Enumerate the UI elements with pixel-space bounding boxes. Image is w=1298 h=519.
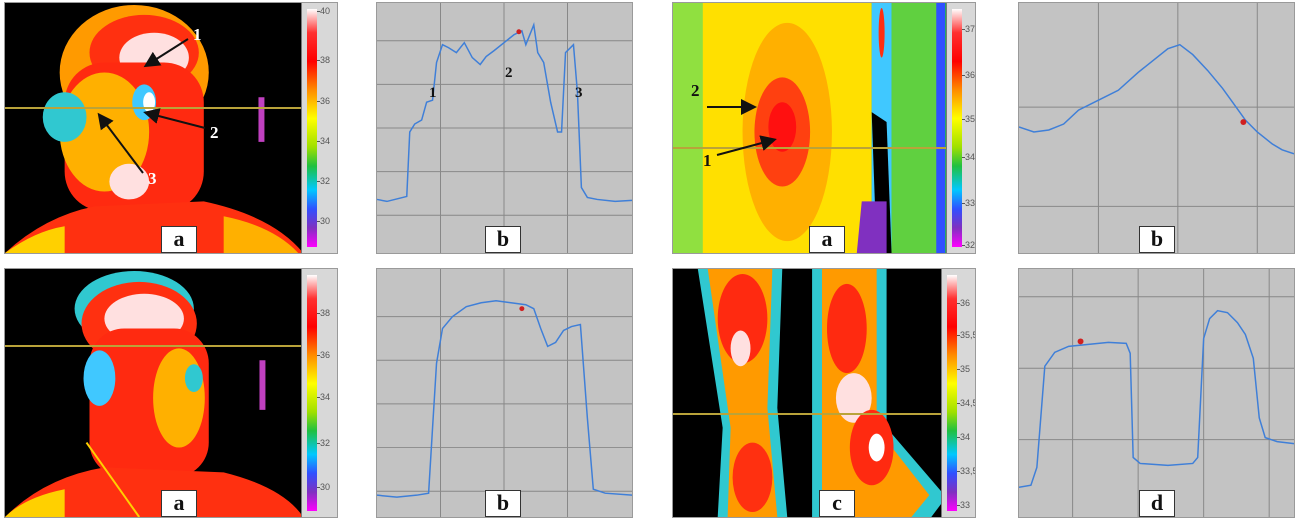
scale-tick: 37 [961, 24, 976, 34]
scale-tick: 34,5 [957, 398, 976, 408]
temperature-scale: 36 35,5 35 34,5 34 33,5 33 [941, 269, 976, 517]
color-scale-bar [307, 9, 317, 247]
panel-label: b [1139, 226, 1175, 253]
panel-label: d [1139, 490, 1175, 517]
thermal-face-side-render [5, 270, 304, 517]
scale-tick: 38 [316, 308, 331, 318]
temperature-scale: 37 36 35 34 33 32 [946, 3, 976, 253]
scale-tick: 32 [961, 240, 976, 250]
scale-tick: 30 [316, 216, 331, 226]
scale-tick: 35 [956, 364, 971, 374]
temperature-profile-plot: 1 2 3 b [376, 2, 633, 254]
scale-tick: 36 [316, 96, 331, 106]
scale-tick: 36 [316, 350, 331, 360]
scale-tick: 32 [316, 176, 331, 186]
scale-tick: 34 [956, 432, 971, 442]
annotation-2: 2 [210, 123, 219, 142]
annotation-1: 1 [193, 25, 202, 44]
cursor-line [673, 413, 941, 415]
panel-label: a [161, 226, 197, 253]
cursor-line [673, 147, 946, 149]
temperature-profile-plot: d [1018, 268, 1295, 518]
scale-tick: 34 [961, 152, 976, 162]
panel-label: b [485, 490, 521, 517]
thermal-image-face-side: 38 36 34 32 30 a [4, 268, 338, 518]
panel-label: a [161, 490, 197, 517]
scale-tick: 30 [316, 482, 331, 492]
panel-label: a [809, 226, 845, 253]
annotation-arrows [707, 99, 777, 156]
cursor-line [5, 107, 301, 109]
scale-tick: 35,5 [957, 330, 976, 340]
profile-graph [1019, 269, 1294, 517]
thermal-image-torso: 2 1 37 36 35 34 33 32 a [672, 2, 976, 254]
thermal-legs-render [697, 269, 947, 517]
scale-tick: 34 [316, 392, 331, 402]
profile-annotation-1: 1 [429, 85, 437, 101]
profile-graph [377, 269, 632, 517]
temperature-profile-plot: b [1018, 2, 1295, 254]
scale-tick: 32 [316, 438, 331, 448]
annotation-1: 1 [703, 151, 712, 170]
scale-tick: 40 [316, 6, 331, 16]
scale-tick: 34 [316, 136, 331, 146]
profile-annotation-2: 2 [505, 65, 513, 81]
temperature-scale: 40 38 36 34 32 30 [301, 3, 337, 253]
annotation-2: 2 [691, 81, 700, 100]
temperature-profile-plot: b [376, 268, 633, 518]
color-scale-bar [307, 275, 317, 511]
panel-label: b [485, 226, 521, 253]
annotation-arrows [97, 38, 206, 174]
profile-graph [377, 3, 632, 253]
annotation-3: 3 [148, 169, 157, 188]
cursor-line [5, 345, 301, 347]
scale-tick: 38 [316, 55, 331, 65]
thermal-face-render [5, 4, 304, 253]
profile-graph [1019, 3, 1294, 253]
thermal-image-legs: 36 35,5 35 34,5 34 33,5 33 c [672, 268, 976, 518]
color-scale-bar [952, 9, 962, 247]
scale-tick: 36 [961, 70, 976, 80]
profile-annotation-3: 3 [575, 85, 583, 101]
scale-tick: 33,5 [957, 466, 976, 476]
scale-tick: 33 [956, 500, 971, 510]
scale-tick: 35 [961, 114, 976, 124]
color-scale-bar [947, 275, 957, 511]
scale-tick: 36 [956, 298, 971, 308]
thermal-image-face-front: 1 2 3 40 38 36 34 32 30 a [4, 2, 338, 254]
scale-tick: 33 [961, 198, 976, 208]
temperature-scale: 38 36 34 32 30 [301, 269, 337, 517]
panel-label: c [819, 490, 855, 517]
thermal-torso-render [673, 3, 975, 253]
